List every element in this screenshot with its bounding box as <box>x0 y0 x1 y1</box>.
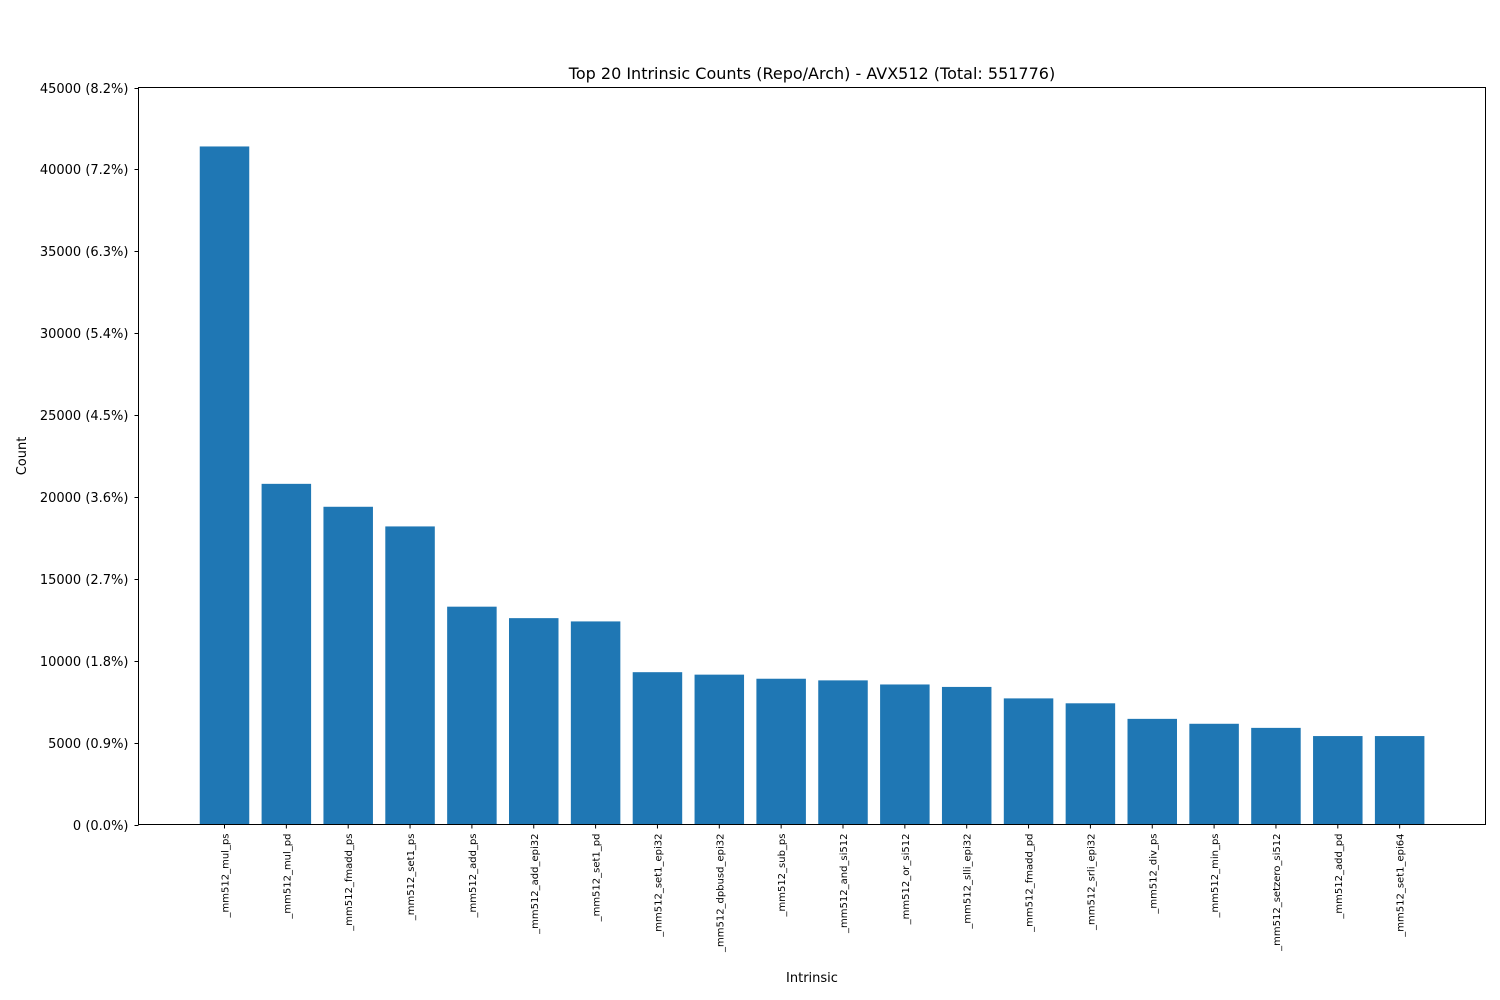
x-tick-label: _mm512_min_ps <box>1210 834 1221 919</box>
y-tick-label: 45000 (8.2%) <box>40 82 129 97</box>
bar-_mm512_add_pd <box>1313 736 1363 825</box>
x-axis-title: Intrinsic <box>786 971 838 986</box>
bars-group <box>199 146 1425 825</box>
x-tick-label: _mm512_or_si512 <box>901 834 912 926</box>
x-tick-label: _mm512_mul_ps <box>221 834 232 919</box>
y-axis-title: Count <box>15 437 30 476</box>
x-tick-label: _mm512_setzero_si512 <box>1272 834 1283 952</box>
bar-_mm512_mul_ps <box>199 146 250 825</box>
bar-_mm512_setzero_si512 <box>1251 727 1301 825</box>
x-tick-label: _mm512_div_ps <box>1148 834 1159 915</box>
bar-_mm512_div_ps <box>1127 718 1177 825</box>
x-tick-label: _mm512_set1_ps <box>406 834 417 922</box>
x-tick-label: _mm512_dpbusd_epi32 <box>715 834 726 954</box>
x-tick-label: _mm512_fmadd_pd <box>1025 834 1036 933</box>
plot-area-frame <box>138 87 1486 825</box>
bar-_mm512_srli_epi32 <box>1065 703 1116 825</box>
y-tick-label: 20000 (3.6%) <box>40 491 129 506</box>
y-tick-label: 40000 (7.2%) <box>40 163 129 178</box>
bar-_mm512_fmadd_pd <box>1003 698 1054 825</box>
x-tick-label: _mm512_add_pd <box>1334 834 1345 920</box>
x-tick-label: _mm512_set1_epi64 <box>1396 834 1407 938</box>
x-tick-label: _mm512_srli_epi32 <box>1086 834 1097 931</box>
x-tick-label: _mm512_set1_epi32 <box>653 834 664 938</box>
bar-_mm512_dpbusd_epi32 <box>694 674 745 825</box>
bar-_mm512_fmadd_ps <box>323 506 373 825</box>
y-tick-label: 30000 (5.4%) <box>40 327 129 342</box>
bar-_mm512_sub_ps <box>756 678 806 825</box>
bar-_mm512_set1_ps <box>385 526 435 825</box>
y-tick-label: 0 (0.0%) <box>73 819 129 834</box>
y-tick-label: 15000 (2.7%) <box>40 573 129 588</box>
y-tick-label: 5000 (0.9%) <box>48 737 128 752</box>
bar-_mm512_mul_pd <box>261 483 312 825</box>
bar-_mm512_min_ps <box>1189 723 1239 825</box>
bar-_mm512_or_si512 <box>880 684 930 825</box>
x-tick-label: _mm512_mul_pd <box>282 834 293 920</box>
y-tick-label: 25000 (4.5%) <box>40 409 129 424</box>
x-tick-label: _mm512_fmadd_ps <box>344 834 355 932</box>
y-tick-label: 35000 (6.3%) <box>40 245 129 260</box>
x-axis: _mm512_mul_ps _mm512_mul_pd _mm512_fmadd_p… <box>221 824 1407 954</box>
x-tick-label: _mm512_add_ps <box>468 834 479 919</box>
y-tick-label: 10000 (1.8%) <box>40 655 129 670</box>
bar-_mm512_add_ps <box>447 606 497 825</box>
bar-_mm512_set1_epi64 <box>1374 736 1425 825</box>
bar-_mm512_and_si512 <box>818 680 868 825</box>
y-axis: 0 (0.0%) 5000 (0.9%) 10000 (1.8%) 15000 (2.… <box>40 82 139 834</box>
x-tick-label: _mm512_set1_pd <box>592 834 603 923</box>
x-tick-label: _mm512_slli_epi32 <box>963 834 974 930</box>
bar-_mm512_slli_epi32 <box>941 686 992 825</box>
bar-_mm512_add_epi32 <box>509 618 559 825</box>
x-tick-label: _mm512_add_epi32 <box>530 834 541 935</box>
x-tick-label: _mm512_sub_ps <box>777 834 788 918</box>
bar-_mm512_set1_epi32 <box>632 672 683 825</box>
x-tick-label: _mm512_and_si512 <box>839 834 850 934</box>
chart-title: Top 20 Intrinsic Counts (Repo/Arch) - AV… <box>568 64 1055 83</box>
bar-_mm512_set1_pd <box>570 621 621 825</box>
